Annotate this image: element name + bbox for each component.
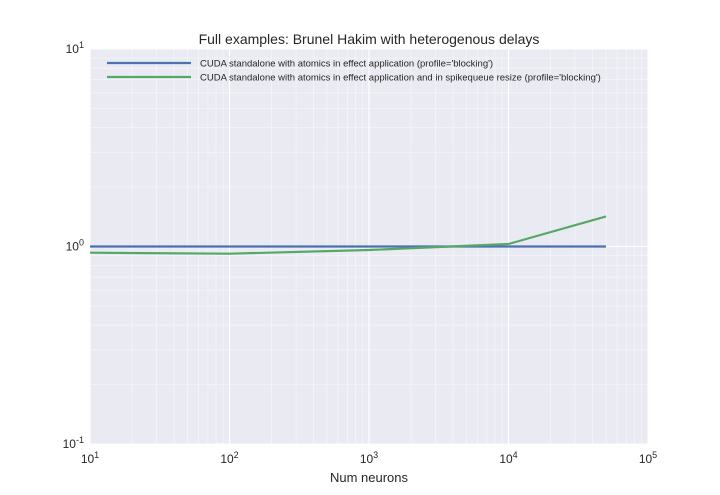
x-tick-label: 105	[639, 450, 657, 466]
y-tick-label: 100	[66, 238, 84, 254]
y-tick-label: 10-1	[63, 435, 84, 451]
x-tick-label: 104	[499, 450, 517, 466]
series-line-2	[89, 215, 607, 255]
y-axis-ticks: 10-1 100 101	[63, 40, 84, 451]
x-axis-label: Num neurons	[330, 470, 409, 485]
x-tick-label: 102	[220, 450, 238, 466]
legend-label-2: CUDA standalone with atomics in effect a…	[200, 73, 601, 84]
x-axis-ticks: 101 102 103 104 105	[81, 450, 657, 466]
legend-label-1: CUDA standalone with atomics in effect a…	[200, 59, 493, 70]
y-tick-label: 101	[66, 40, 84, 56]
legend: CUDA standalone with atomics in effect a…	[107, 59, 601, 84]
x-tick-label: 103	[360, 450, 378, 466]
chart-title: Full examples: Brunel Hakim with heterog…	[199, 31, 540, 47]
series-layer	[89, 215, 607, 255]
x-tick-label: 101	[81, 450, 99, 466]
